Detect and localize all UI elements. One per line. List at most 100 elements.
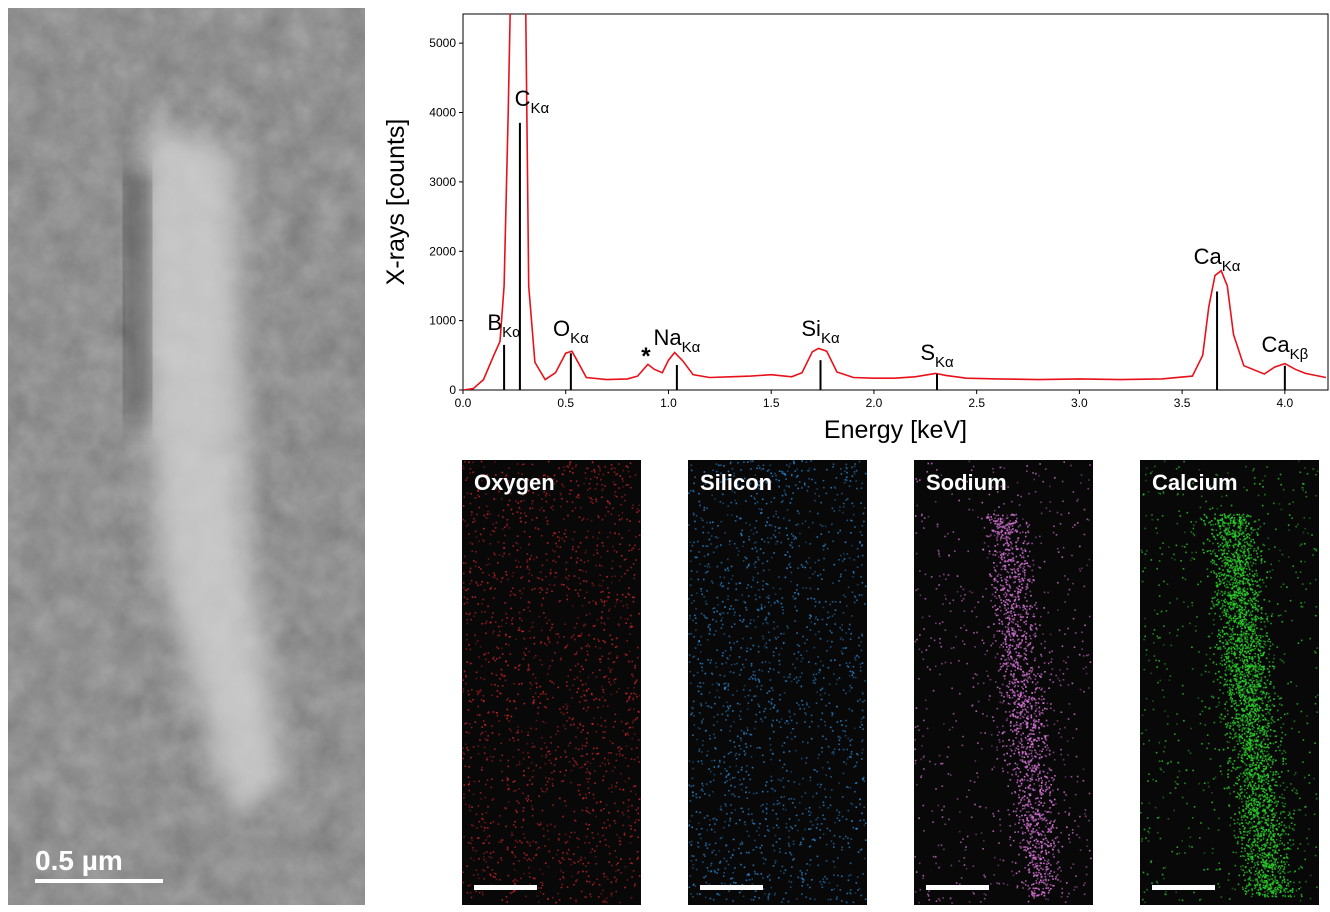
map-signal	[552, 897, 554, 899]
map-signal	[1011, 501, 1013, 503]
map-signal	[829, 616, 831, 618]
map-signal	[994, 510, 996, 512]
map-signal	[610, 671, 612, 673]
map-signal	[599, 841, 601, 843]
map-signal	[608, 596, 610, 598]
map-signal	[568, 858, 570, 860]
map-signal	[535, 842, 537, 844]
map-signal	[599, 884, 601, 886]
map-signal	[771, 525, 773, 527]
map-signal	[792, 547, 794, 549]
map-signal	[938, 584, 940, 586]
map-signal	[1004, 659, 1006, 661]
map-signal	[506, 622, 508, 624]
map-signal	[536, 765, 538, 767]
map-signal	[789, 751, 791, 753]
y-tick-label: 5000	[429, 36, 456, 50]
map-signal	[817, 656, 819, 658]
map-signal	[916, 639, 918, 641]
map-signal	[1017, 764, 1019, 766]
map-signal	[841, 493, 843, 495]
map-signal	[1034, 789, 1036, 791]
map-signal	[469, 805, 471, 807]
map-signal	[714, 831, 716, 833]
map-signal	[984, 893, 986, 895]
map-signal	[774, 850, 776, 852]
map-signal	[612, 662, 614, 664]
map-signal	[766, 809, 768, 811]
map-signal	[502, 516, 504, 518]
map-signal	[969, 591, 971, 593]
map-signal	[789, 716, 791, 718]
map-signal	[811, 879, 813, 881]
map-signal	[702, 744, 704, 746]
map-signal	[1019, 504, 1021, 506]
map-signal	[1044, 561, 1046, 563]
map-signal	[637, 508, 639, 510]
map-signal	[1074, 646, 1076, 648]
map-signal	[534, 746, 536, 748]
map-signal	[633, 693, 635, 695]
map-signal	[863, 806, 865, 808]
map-signal	[468, 614, 470, 616]
map-signal	[590, 852, 592, 854]
map-signal	[778, 779, 780, 781]
map-signal	[633, 720, 635, 722]
map-signal	[839, 782, 841, 784]
map-signal	[728, 753, 730, 755]
map-signal	[788, 564, 790, 566]
map-signal	[1048, 663, 1050, 665]
map-signal	[487, 582, 489, 584]
map-signal	[526, 860, 528, 862]
map-signal	[960, 595, 962, 597]
map-signal	[543, 598, 545, 600]
map-signal	[1063, 547, 1065, 549]
map-signal	[582, 668, 584, 670]
map-signal	[489, 856, 491, 858]
map-signal	[483, 541, 485, 543]
map-signal	[533, 770, 535, 772]
map-signal	[605, 839, 607, 841]
map-signal	[501, 842, 503, 844]
map-signal	[1000, 830, 1002, 832]
map-signal	[833, 510, 835, 512]
map-signal	[846, 605, 848, 607]
map-signal	[721, 883, 723, 885]
map-signal	[464, 597, 466, 599]
map-signal	[833, 874, 835, 876]
map-signal	[712, 791, 714, 793]
map-signal	[786, 827, 788, 829]
map-signal	[520, 512, 522, 514]
map-signal	[619, 543, 621, 545]
map-background	[688, 460, 867, 905]
map-signal	[1067, 668, 1069, 670]
map-signal	[704, 565, 706, 567]
map-signal	[633, 548, 635, 550]
map-signal	[1020, 734, 1022, 736]
map-signal	[544, 845, 546, 847]
map-signal	[991, 734, 993, 736]
map-signal	[598, 640, 600, 642]
map-signal	[701, 722, 703, 724]
map-signal	[814, 623, 816, 625]
map-signal	[627, 732, 629, 734]
x-tick-label: 2.5	[968, 396, 985, 410]
map-signal	[475, 891, 477, 893]
map-signal	[1038, 780, 1040, 782]
map-signal	[589, 772, 591, 774]
map-signal	[704, 817, 706, 819]
map-signal	[483, 856, 485, 858]
map-signal	[1000, 669, 1002, 671]
map-signal	[964, 857, 966, 859]
map-signal	[856, 882, 858, 884]
map-signal	[775, 475, 777, 477]
map-signal	[574, 654, 576, 656]
map-signal	[939, 623, 941, 625]
map-signal	[614, 606, 616, 608]
map-signal	[476, 514, 478, 516]
map-signal	[839, 749, 841, 751]
map-signal	[1007, 884, 1009, 886]
map-signal	[736, 503, 738, 505]
map-signal	[470, 663, 472, 665]
